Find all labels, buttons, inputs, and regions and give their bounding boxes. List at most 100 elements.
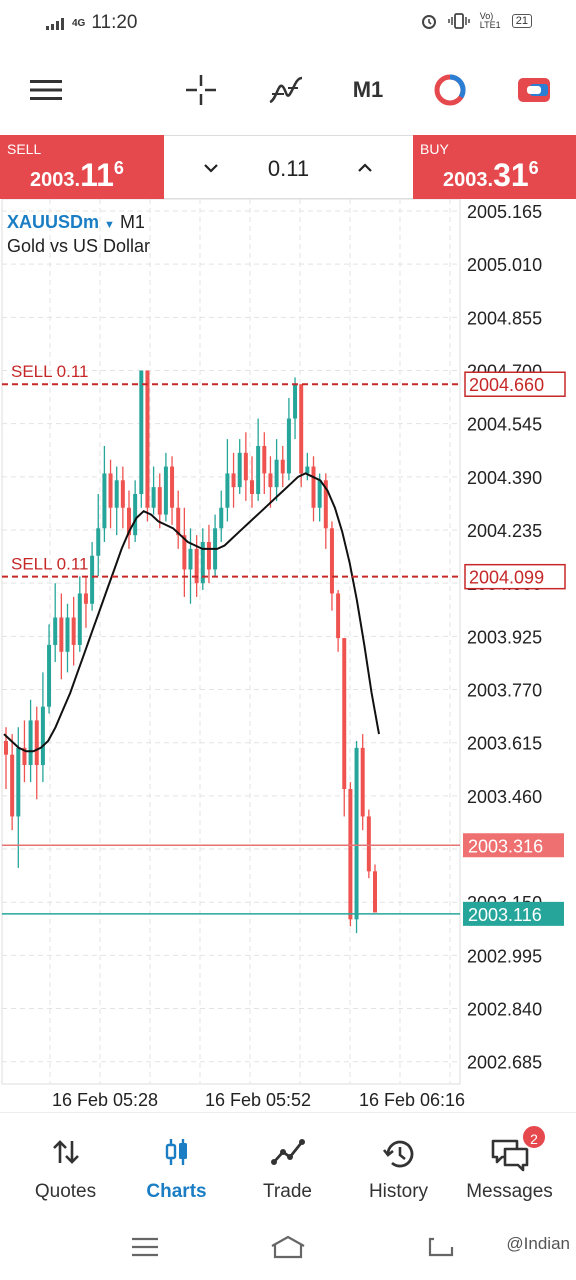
candle-body — [286, 418, 291, 474]
candle-body — [262, 445, 267, 474]
nav-history-label: History — [368, 1181, 429, 1202]
candle-body — [71, 617, 76, 645]
candle-body — [120, 480, 125, 508]
candle-body — [65, 617, 70, 652]
y-tick-label: 2004.390 — [467, 468, 542, 488]
timeframe-button[interactable]: M1 — [346, 72, 390, 108]
buy-button[interactable]: BUY 2003.316 — [413, 135, 576, 199]
y-tick-label: 2002.840 — [467, 1000, 542, 1020]
lot-value[interactable]: 0.11 — [267, 156, 310, 181]
candle-body — [108, 473, 113, 508]
nav-quotes[interactable]: Quotes — [8, 1113, 123, 1213]
candle-body — [231, 473, 236, 488]
candle-body — [348, 789, 353, 920]
nav-history[interactable]: History — [341, 1113, 456, 1213]
candle-body — [219, 507, 224, 529]
symbol-name: XAUUSDm — [7, 212, 100, 232]
candle-body — [250, 480, 254, 494]
lot-increase-button[interactable] — [350, 154, 380, 182]
chart-toolbar: M1 — [0, 60, 576, 120]
candle-body — [127, 507, 131, 536]
order-label: SELL 0.11 — [11, 555, 89, 574]
candle-body — [256, 445, 261, 494]
nav-trade[interactable]: Trade — [230, 1113, 345, 1213]
candle-body — [336, 593, 341, 639]
history-icon — [382, 1140, 413, 1168]
y-tick-label: 2005.010 — [467, 255, 542, 275]
trade-icon — [270, 1139, 305, 1165]
nav-quotes-label: Quotes — [34, 1181, 97, 1202]
recents-button[interactable] — [128, 1232, 162, 1262]
timeframe-label: M1 — [352, 77, 384, 102]
candle-body — [206, 542, 211, 570]
candle-body — [102, 473, 107, 529]
plot-area — [1, 199, 461, 1085]
trade-mode-icon — [434, 74, 466, 106]
crosshair-button[interactable] — [183, 72, 219, 108]
candle-body — [22, 747, 27, 765]
candle-body — [243, 452, 248, 481]
y-tick-label: 2003.615 — [467, 734, 542, 754]
alarm-icon — [421, 15, 436, 29]
signal-icon — [46, 18, 64, 30]
candle-body — [170, 466, 175, 508]
moving-average-line — [3, 472, 380, 753]
candle-body — [53, 617, 58, 645]
bid-price-label: 2003.116 — [468, 905, 542, 925]
nav-trade-label: Trade — [263, 1181, 312, 1202]
home-icon — [271, 1235, 305, 1259]
status-bar: 4G 11:20 Vo) LTE1 21 — [0, 0, 576, 44]
back-button[interactable] — [424, 1232, 458, 1262]
messages-icon — [491, 1139, 528, 1172]
candle-body — [145, 370, 150, 508]
x-tick-label: 16 Feb 05:52 — [205, 1090, 311, 1110]
candle-body — [182, 535, 187, 570]
candle-body — [225, 473, 230, 508]
x-tick-label: 16 Feb 05:28 — [52, 1090, 158, 1110]
candle-body — [157, 487, 162, 515]
candle-body — [96, 528, 101, 556]
nav-messages[interactable]: Messages — [452, 1113, 567, 1213]
y-tick-label: 2004.545 — [467, 415, 542, 435]
sell-button[interactable]: SELL 2003.116 — [0, 135, 164, 199]
bid-price-box — [463, 901, 564, 926]
caret-down-icon: ▼ — [104, 219, 115, 231]
candle-body — [28, 720, 33, 765]
indicators-button[interactable] — [266, 72, 306, 108]
home-button[interactable] — [268, 1232, 308, 1262]
candle-body — [77, 593, 82, 645]
candle-body — [274, 459, 279, 488]
one-click-trade-bar: SELL 2003.116 0.11 BUY 2003.316 — [0, 135, 576, 199]
battery-indicator: 21 — [511, 14, 532, 28]
y-tick-label: 2005.165 — [467, 202, 542, 222]
symbol-header[interactable]: XAUUSDm ▼ M1 — [7, 212, 145, 233]
candle-body — [10, 754, 15, 817]
price-chart[interactable]: 2005.1652005.0102004.8552004.7002004.545… — [0, 199, 576, 1111]
y-tick-label: 2002.995 — [467, 946, 542, 966]
clock: 11:20 — [91, 12, 138, 33]
menu-icon — [30, 80, 62, 100]
candle-body — [114, 480, 119, 508]
symbol-description: Gold vs US Dollar — [7, 236, 151, 256]
candle-body — [354, 747, 359, 920]
nav-charts[interactable]: Charts — [119, 1113, 234, 1213]
candle-body — [34, 720, 39, 765]
bottom-navigation: Quotes Charts Trade — [0, 1112, 576, 1212]
crosshair-icon — [186, 75, 216, 105]
nav-charts-label: Charts — [146, 1181, 207, 1202]
back-icon — [428, 1237, 454, 1257]
candle-body — [83, 593, 88, 604]
symbol-timeframe: M1 — [119, 212, 145, 232]
candle-body — [366, 816, 371, 872]
sell-label: SELL — [7, 141, 42, 157]
one-click-button[interactable] — [516, 72, 552, 108]
candle-body — [305, 466, 310, 474]
lot-decrease-button[interactable] — [196, 154, 226, 182]
candle-body — [90, 555, 95, 604]
order-label: SELL 0.11 — [11, 362, 89, 381]
y-tick-label: 2003.925 — [467, 627, 542, 647]
menu-button[interactable] — [28, 72, 64, 108]
trade-mode-button[interactable] — [432, 72, 468, 108]
y-tick-label: 2004.855 — [467, 308, 542, 328]
candle-body — [311, 466, 316, 508]
